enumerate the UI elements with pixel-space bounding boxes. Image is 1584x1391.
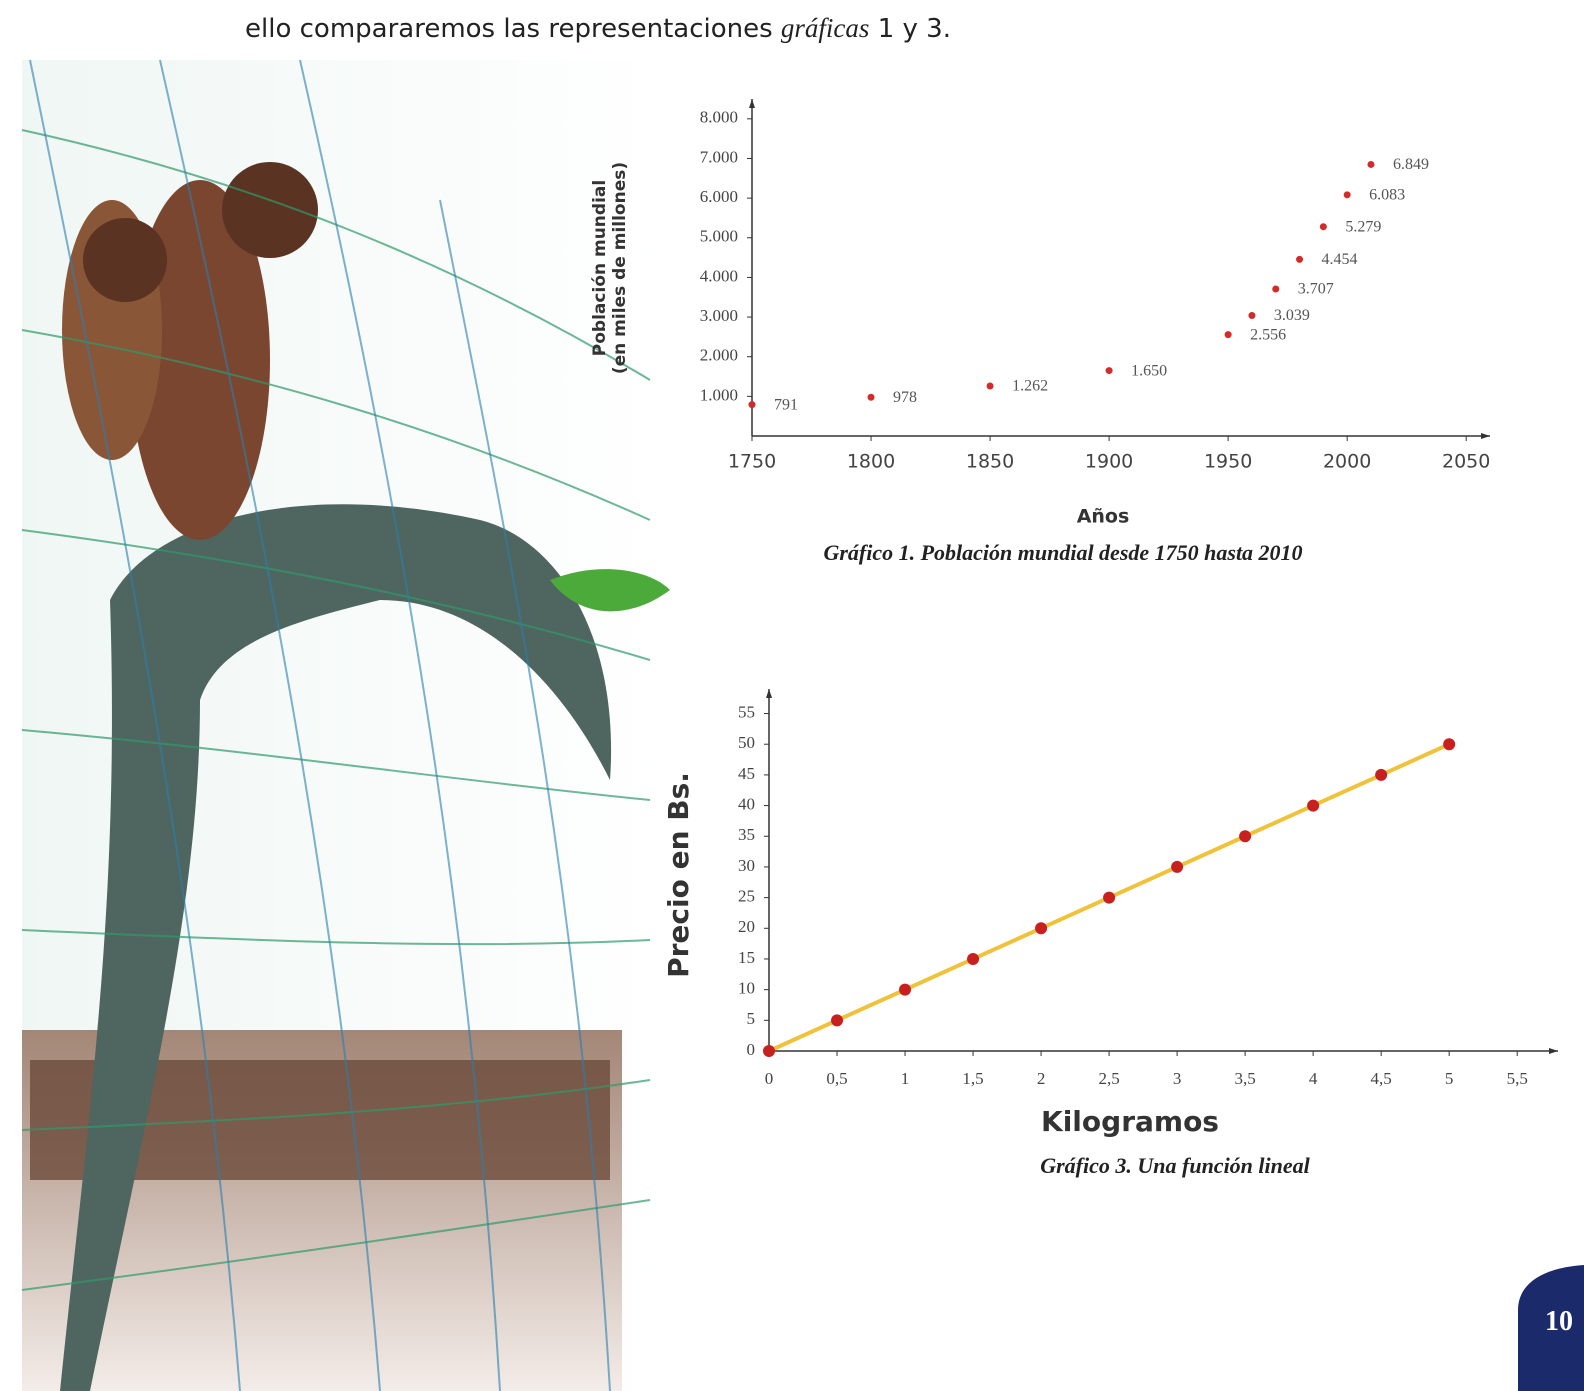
y-axis-arrow <box>749 99 755 108</box>
y-tick-label: 2.000 <box>700 346 738 365</box>
y-tick-label: 30 <box>738 856 755 875</box>
data-point <box>1296 255 1304 263</box>
data-label: 6.849 <box>1393 156 1429 173</box>
data-point <box>967 952 980 965</box>
data-point <box>748 401 756 409</box>
data-point <box>1224 331 1232 339</box>
y-tick-label: 6.000 <box>700 187 738 206</box>
y-tick-label: 8.000 <box>700 108 738 127</box>
x-tick-label: 2,5 <box>1098 1069 1119 1088</box>
x-axis-arrow <box>1481 433 1490 439</box>
data-point <box>831 1014 844 1027</box>
x-axis-arrow <box>1549 1048 1558 1054</box>
data-point <box>1105 367 1113 375</box>
y-tick-label: 25 <box>738 887 755 906</box>
y-tick-label: 55 <box>738 702 755 721</box>
y-tick-label: 5 <box>747 1009 756 1028</box>
chart-caption: Gráfico 3. Una función lineal <box>1040 1153 1310 1178</box>
x-tick-label: 1950 <box>1204 451 1252 473</box>
y-tick-label: 50 <box>738 733 755 752</box>
x-tick-label: 0,5 <box>826 1069 847 1088</box>
text-part: 1 y 3. <box>869 14 951 44</box>
x-tick-label: 1850 <box>966 451 1014 473</box>
data-label: 791 <box>774 396 798 413</box>
y-tick-label: 7.000 <box>700 147 738 166</box>
x-tick-label: 1800 <box>847 451 895 473</box>
data-point <box>1367 160 1375 168</box>
page-tab <box>1518 1265 1584 1391</box>
y-tick-label: 3.000 <box>700 306 738 325</box>
data-point <box>1319 223 1327 231</box>
data-point <box>1248 312 1256 320</box>
data-label: 2.556 <box>1250 326 1286 343</box>
text-italic: gráficas <box>781 13 870 43</box>
x-tick-label: 2050 <box>1442 451 1490 473</box>
x-tick-label: 2 <box>1037 1069 1046 1088</box>
body-text: ello compararemos las representaciones g… <box>245 13 951 44</box>
y-axis-label: (en miles de millones) <box>610 162 630 374</box>
data-label: 1.262 <box>1012 378 1048 395</box>
data-point <box>1343 191 1351 199</box>
x-tick-label: 0 <box>765 1069 774 1088</box>
data-label: 4.454 <box>1322 251 1358 268</box>
x-tick-label: 1,5 <box>962 1069 983 1088</box>
data-point <box>1103 891 1116 904</box>
x-tick-label: 3,5 <box>1234 1069 1255 1088</box>
x-tick-label: 4,5 <box>1371 1069 1392 1088</box>
y-tick-label: 15 <box>738 948 755 967</box>
x-tick-label: 3 <box>1173 1069 1182 1088</box>
x-axis-label: Años <box>1077 506 1130 528</box>
x-axis-label: Kilogramos <box>1041 1105 1219 1138</box>
chart-caption: Gráfico 1. Población mundial desde 1750 … <box>823 540 1302 565</box>
data-point <box>899 983 912 996</box>
y-tick-label: 10 <box>738 979 755 998</box>
data-label: 6.083 <box>1369 186 1405 203</box>
y-tick-label: 35 <box>738 825 755 844</box>
page-number: 10 <box>1545 1306 1573 1337</box>
data-point <box>1443 738 1456 751</box>
y-tick-label: 40 <box>738 794 755 813</box>
x-tick-label: 1 <box>901 1069 910 1088</box>
photo-illustration <box>21 59 670 1391</box>
data-point <box>1375 768 1388 781</box>
y-tick-label: 0 <box>747 1040 756 1059</box>
x-tick-label: 2000 <box>1323 451 1371 473</box>
y-tick-label: 45 <box>738 764 755 783</box>
x-tick-label: 5 <box>1445 1069 1454 1088</box>
y-axis-label: Población mundial <box>590 180 610 356</box>
y-axis-arrow <box>766 689 772 698</box>
data-point <box>986 382 994 390</box>
data-point <box>1171 860 1184 873</box>
data-point <box>1272 285 1280 293</box>
data-label: 978 <box>893 389 917 406</box>
text-part: ello compararemos las representaciones <box>245 14 781 44</box>
data-label: 3.707 <box>1298 281 1334 298</box>
y-tick-label: 5.000 <box>700 227 738 246</box>
data-point <box>763 1045 775 1057</box>
data-point <box>1307 799 1320 812</box>
data-label: 3.039 <box>1274 307 1310 324</box>
y-tick-label: 20 <box>738 917 755 936</box>
data-label: 1.650 <box>1131 362 1167 379</box>
x-tick-label: 1750 <box>728 451 776 473</box>
x-tick-label: 4 <box>1309 1069 1318 1088</box>
data-label: 5.279 <box>1345 218 1381 235</box>
y-axis-label: Precio en Bs. <box>662 772 695 978</box>
data-point <box>1035 922 1048 935</box>
y-tick-label: 1.000 <box>700 385 738 404</box>
x-tick-label: 1900 <box>1085 451 1133 473</box>
x-tick-label: 5,5 <box>1507 1069 1528 1088</box>
data-point <box>867 393 875 401</box>
y-tick-label: 4.000 <box>700 266 738 285</box>
data-point <box>1239 830 1252 843</box>
